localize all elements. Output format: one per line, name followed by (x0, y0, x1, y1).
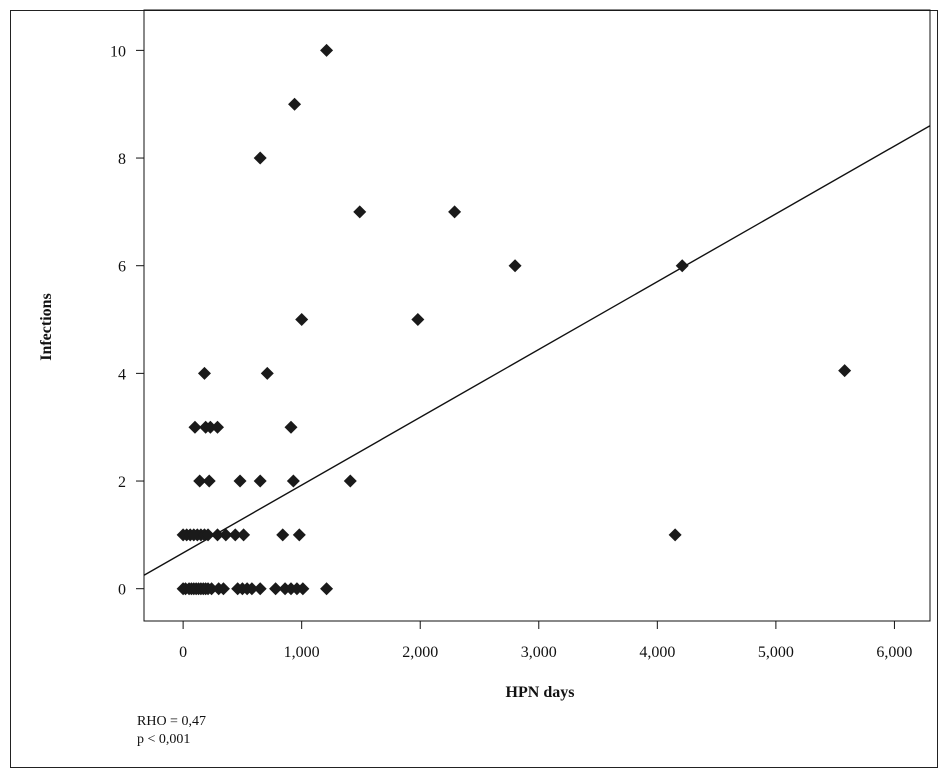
data-point-48 (203, 420, 217, 434)
data-point-45 (343, 474, 357, 488)
x-tick-label: 2,000 (402, 644, 438, 661)
data-point-51 (197, 366, 211, 380)
data-point-61 (288, 97, 302, 111)
data-point-43 (253, 474, 267, 488)
data-points (176, 43, 852, 596)
y-tick-label: 0 (118, 582, 126, 599)
p-value-statistic: p < 0,001 (137, 732, 191, 747)
data-point-40 (193, 474, 207, 488)
data-point-17 (245, 582, 259, 596)
data-point-35 (228, 528, 242, 542)
y-axis-title: Infections (38, 293, 55, 361)
y-tick-label: 8 (118, 151, 126, 168)
data-point-41 (202, 474, 216, 488)
x-axis-title: HPN days (506, 684, 575, 701)
data-point-24 (320, 582, 334, 596)
y-axis-ticks: 0 2 4 6 8 10 (110, 43, 144, 599)
data-point-49 (211, 420, 225, 434)
data-point-23 (296, 582, 310, 596)
data-point-37 (276, 528, 290, 542)
x-tick-label: 6,000 (876, 644, 912, 661)
data-point-11 (205, 582, 219, 596)
regression-line-group (143, 125, 931, 576)
x-tick-label: 3,000 (521, 644, 557, 661)
plot-area (143, 9, 931, 622)
data-point-57 (448, 205, 462, 219)
data-point-33 (211, 528, 225, 542)
data-point-42 (233, 474, 247, 488)
data-point-60 (253, 151, 267, 165)
x-tick-label: 0 (179, 644, 187, 661)
data-point-46 (188, 420, 202, 434)
data-point-59 (675, 259, 689, 273)
x-tick-label: 4,000 (639, 644, 675, 661)
x-axis-ticks: 0 1,000 2,000 3,000 4,000 5,000 6,000 (179, 621, 912, 661)
data-point-58 (508, 259, 522, 273)
data-point-18 (253, 582, 267, 596)
data-point-13 (216, 582, 230, 596)
chart-frame (10, 10, 938, 768)
data-point-56 (353, 205, 367, 219)
data-point-44 (286, 474, 300, 488)
data-point-54 (295, 313, 309, 327)
data-point-19 (269, 582, 283, 596)
y-tick-label: 10 (110, 43, 126, 60)
rho-statistic: RHO = 0,47 (137, 714, 206, 729)
data-point-52 (260, 366, 274, 380)
data-point-38 (292, 528, 306, 542)
x-tick-label: 1,000 (284, 644, 320, 661)
data-point-50 (284, 420, 298, 434)
data-point-32 (201, 528, 215, 542)
data-point-62 (320, 43, 334, 57)
y-tick-label: 4 (118, 366, 126, 383)
data-point-39 (668, 528, 682, 542)
y-tick-label: 2 (118, 474, 126, 491)
data-point-36 (237, 528, 251, 542)
data-point-53 (838, 364, 852, 378)
y-tick-label: 6 (118, 259, 126, 276)
data-point-34 (219, 528, 233, 542)
x-tick-label: 5,000 (758, 644, 794, 661)
regression-line (143, 125, 931, 576)
data-point-55 (411, 313, 425, 327)
